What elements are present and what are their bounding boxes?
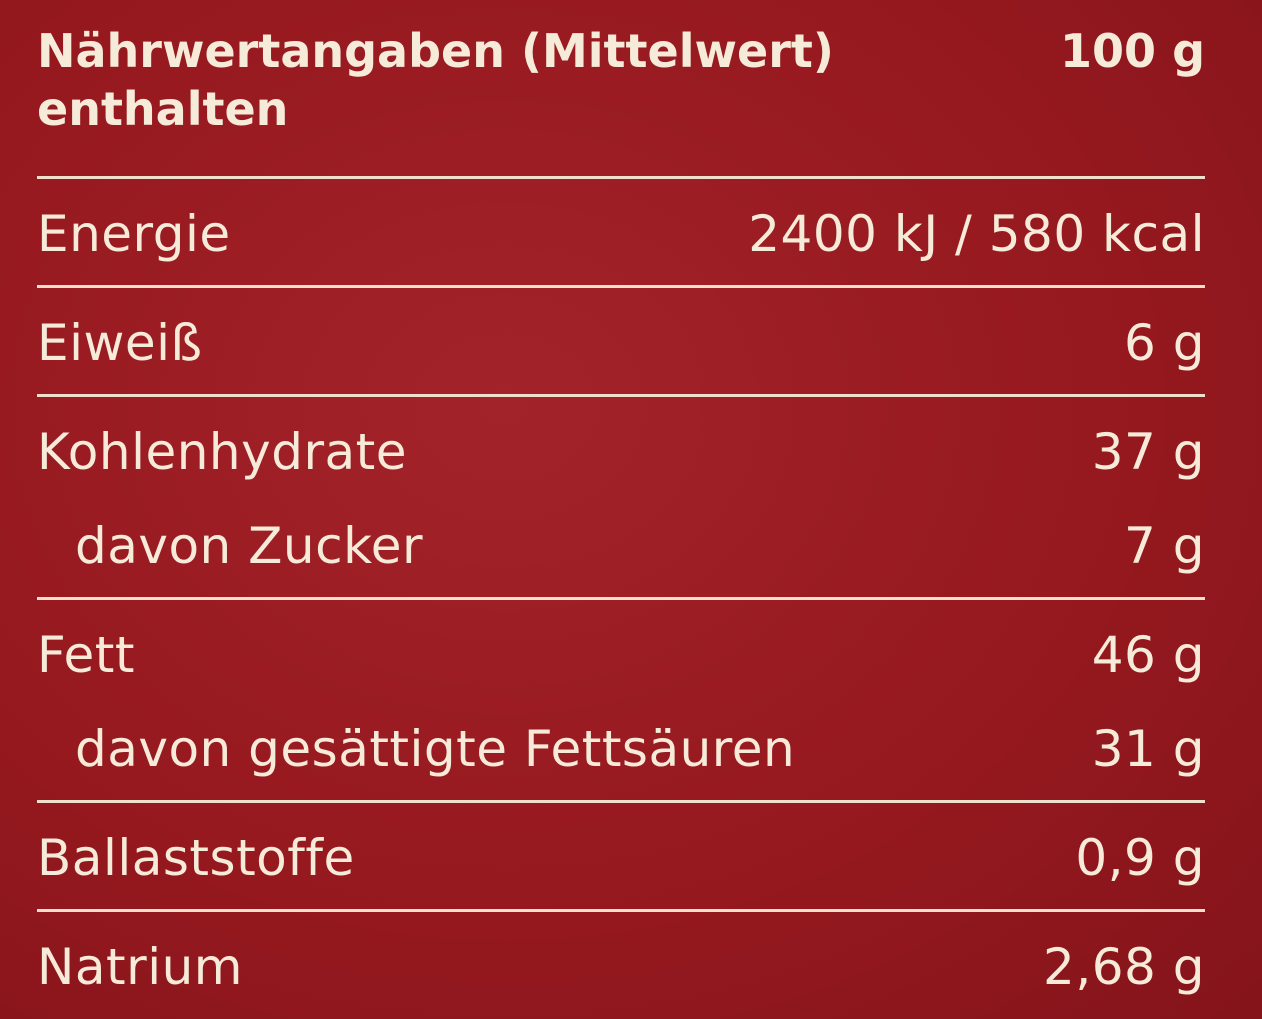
nutrient-label: Ballaststoffe <box>37 829 355 887</box>
nutrient-label: davon gesättigte Fettsäuren <box>75 720 796 778</box>
table-row: Fett 46 g davon gesättigte Fettsäuren 31 g <box>37 597 1205 800</box>
header-amount: 100 g <box>1060 24 1205 78</box>
header-top: Nährwertangaben (Mittelwert) 100 g <box>37 22 1205 80</box>
header-subtitle: enthalten <box>37 82 289 136</box>
nutrient-value: 6 g <box>1124 314 1205 372</box>
table-row: Natrium 2,68 g <box>37 909 1205 1018</box>
nutrient-value: 7 g <box>1124 517 1205 575</box>
line: Natrium 2,68 g <box>37 920 1205 1014</box>
line: Kohlenhydrate 37 g <box>37 405 1205 499</box>
table-row: Ballaststoffe 0,9 g <box>37 800 1205 909</box>
sub-line: davon Zucker 7 g <box>37 499 1205 593</box>
nutrient-label: Kohlenhydrate <box>37 423 408 481</box>
nutrient-label: Energie <box>37 205 231 263</box>
line: Energie 2400 kJ / 580 kcal <box>37 187 1205 281</box>
nutrient-label: Eiweiß <box>37 314 203 372</box>
header: Nährwertangaben (Mittelwert) 100 g entha… <box>37 22 1205 138</box>
table-row: Kohlenhydrate 37 g davon Zucker 7 g <box>37 394 1205 597</box>
table-row: Energie 2400 kJ / 580 kcal <box>37 176 1205 285</box>
nutrient-label: davon Zucker <box>75 517 424 575</box>
line: Eiweiß 6 g <box>37 296 1205 390</box>
nutrient-value: 0,9 g <box>1075 829 1205 887</box>
nutrient-value: 2400 kJ / 580 kcal <box>748 205 1205 263</box>
line: Fett 46 g <box>37 608 1205 702</box>
nutrient-value: 46 g <box>1091 626 1205 684</box>
nutrient-value: 31 g <box>1091 720 1205 778</box>
nutrient-label: Natrium <box>37 938 243 996</box>
nutrient-value: 37 g <box>1091 423 1205 481</box>
nutrient-label: Fett <box>37 626 135 684</box>
table-row: Eiweiß 6 g <box>37 285 1205 394</box>
nutrition-table: Energie 2400 kJ / 580 kcal Eiweiß 6 g Kohlen… <box>37 176 1205 1018</box>
header-title: Nährwertangaben (Mittelwert) <box>37 24 834 78</box>
nutrient-value: 2,68 g <box>1043 938 1205 996</box>
line: Ballaststoffe 0,9 g <box>37 811 1205 905</box>
sub-line: davon gesättigte Fettsäuren 31 g <box>37 702 1205 796</box>
